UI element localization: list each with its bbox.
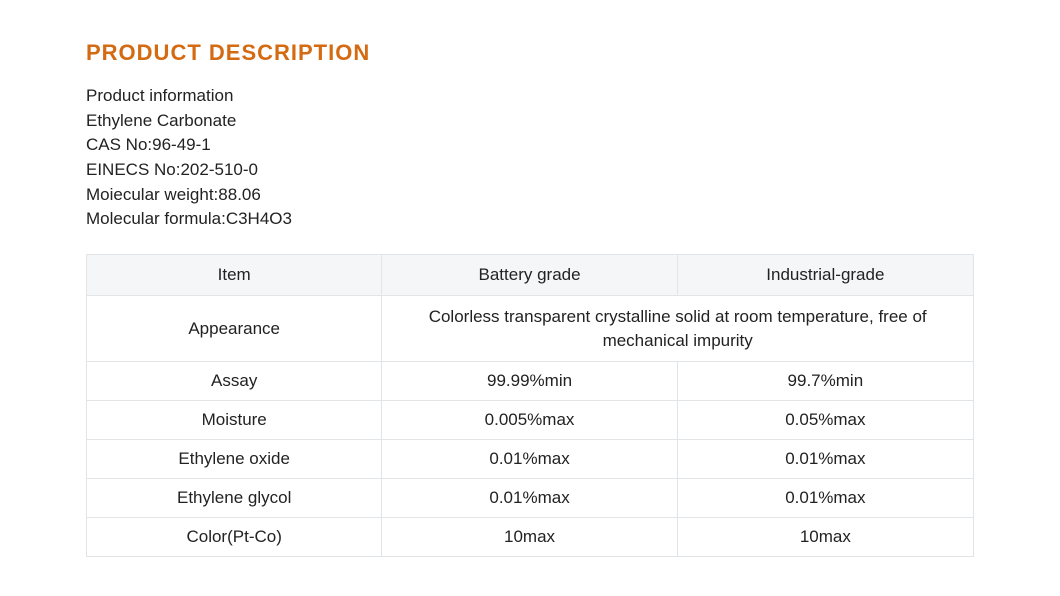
info-line: Moiecular weight:88.06 <box>86 183 974 208</box>
spec-table: Item Battery grade Industrial-grade Appe… <box>86 254 974 558</box>
col-header-item: Item <box>87 254 382 295</box>
page: PRODUCT DESCRIPTION Product information … <box>0 0 1060 557</box>
info-line: EINECS No:202-510-0 <box>86 158 974 183</box>
cell-item: Ethylene oxide <box>87 440 382 479</box>
table-row: Assay 99.99%min 99.7%min <box>87 362 974 401</box>
table-header-row: Item Battery grade Industrial-grade <box>87 254 974 295</box>
cell-item: Assay <box>87 362 382 401</box>
cell-industrial: 99.7%min <box>677 362 973 401</box>
table-row: Moisture 0.005%max 0.05%max <box>87 401 974 440</box>
info-line: Product information <box>86 84 974 109</box>
cell-item: Appearance <box>87 295 382 362</box>
info-line: CAS No:96-49-1 <box>86 133 974 158</box>
cell-industrial: 0.01%max <box>677 479 973 518</box>
cell-battery: 99.99%min <box>382 362 677 401</box>
col-header-battery: Battery grade <box>382 254 677 295</box>
info-line: Ethylene Carbonate <box>86 109 974 134</box>
table-row: Color(Pt-Co) 10max 10max <box>87 518 974 557</box>
table-body: Appearance Colorless transparent crystal… <box>87 295 974 557</box>
col-header-industrial: Industrial-grade <box>677 254 973 295</box>
cell-merged-value: Colorless transparent crystalline solid … <box>382 295 974 362</box>
table-row: Appearance Colorless transparent crystal… <box>87 295 974 362</box>
info-line: Molecular formula:C3H4O3 <box>86 207 974 232</box>
product-info-block: Product information Ethylene Carbonate C… <box>86 84 974 232</box>
cell-item: Color(Pt-Co) <box>87 518 382 557</box>
cell-item: Ethylene glycol <box>87 479 382 518</box>
cell-industrial: 10max <box>677 518 973 557</box>
table-row: Ethylene glycol 0.01%max 0.01%max <box>87 479 974 518</box>
cell-battery: 10max <box>382 518 677 557</box>
table-row: Ethylene oxide 0.01%max 0.01%max <box>87 440 974 479</box>
section-heading: PRODUCT DESCRIPTION <box>86 40 974 66</box>
cell-industrial: 0.05%max <box>677 401 973 440</box>
cell-industrial: 0.01%max <box>677 440 973 479</box>
cell-battery: 0.01%max <box>382 440 677 479</box>
cell-item: Moisture <box>87 401 382 440</box>
cell-battery: 0.01%max <box>382 479 677 518</box>
cell-battery: 0.005%max <box>382 401 677 440</box>
